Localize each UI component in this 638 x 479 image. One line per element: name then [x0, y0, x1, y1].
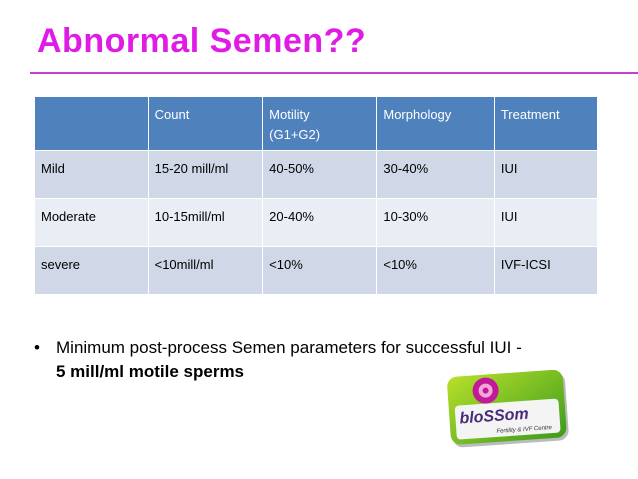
logo: bloSSom Fertility & IVF Centre	[447, 370, 569, 448]
header-cell	[35, 97, 149, 151]
table-cell: IVF-ICSI	[494, 246, 599, 295]
table-cell: 10-15mill/ml	[148, 198, 264, 247]
logo-name: bloSSom	[459, 406, 529, 428]
table-cell: severe	[35, 246, 149, 295]
table-cell: <10%	[376, 246, 495, 295]
bullet-bold: 5 mill/ml motile sperms	[56, 362, 245, 381]
header-row: Count Motility (G1+G2) Morphology Treatment	[35, 97, 599, 151]
table-row: Mild 15-20 mill/ml 40-50% 30-40% IUI	[35, 150, 599, 199]
header-cell: Morphology	[376, 97, 495, 151]
header-cell: Motility (G1+G2)	[262, 97, 378, 151]
table-cell: 30-40%	[376, 150, 495, 199]
table-cell: <10mill/ml	[148, 246, 264, 295]
table-cell: IUI	[494, 198, 599, 247]
header-cell: Treatment	[494, 97, 599, 151]
table-cell: Mild	[35, 150, 149, 199]
table-cell: 15-20 mill/ml	[148, 150, 264, 199]
table-body: Count Motility (G1+G2) Morphology Treatment…	[35, 97, 599, 295]
data-table: Count Motility (G1+G2) Morphology Treatment…	[35, 97, 599, 295]
bullet-dot: •	[34, 338, 40, 357]
title-rule	[30, 72, 638, 74]
table-cell: 40-50%	[262, 150, 378, 199]
bullet: • Minimum post-process Semen parameters …	[34, 336, 624, 384]
bullet-text: Minimum post-process Semen parameters fo…	[56, 338, 522, 357]
table-cell: 20-40%	[262, 198, 378, 247]
table-row: severe <10mill/ml <10% <10% IVF-ICSI	[35, 246, 599, 295]
header-cell: Count	[148, 97, 264, 151]
table-row: Moderate 10-15mill/ml 20-40% 10-30% IUI	[35, 198, 599, 247]
table-cell: IUI	[494, 150, 599, 199]
slide-title: Abnormal Semen??	[37, 22, 367, 60]
table-cell: Moderate	[35, 198, 149, 247]
table-cell: <10%	[262, 246, 378, 295]
table-cell: 10-30%	[376, 198, 495, 247]
logo-tagline: Fertility & IVF Centre	[496, 425, 553, 435]
